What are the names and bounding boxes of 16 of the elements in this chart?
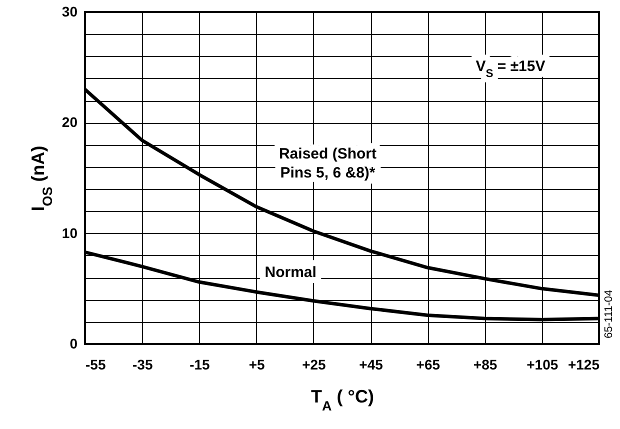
x-axis-title: T$_{A}$ ( °C) [311, 386, 374, 413]
x-tick-label: -35 [132, 356, 153, 372]
y-tick-label: 30 [62, 4, 78, 20]
x-tick-label: +105 [526, 356, 558, 372]
y-tick-label: 20 [62, 114, 78, 130]
y-tick-label: 0 [70, 336, 78, 352]
x-tick-label: -15 [190, 356, 210, 372]
x-tick-label: +25 [302, 356, 326, 372]
x-tick-label: +65 [416, 356, 440, 372]
x-tick-label: +85 [473, 356, 498, 372]
x-tick-label: +5 [248, 356, 266, 372]
x-tick-label: +45 [359, 356, 384, 372]
x-tick-label: +125 [568, 356, 600, 372]
x-tick-label: -55 [86, 356, 106, 372]
y-tick-label: 10 [62, 224, 78, 241]
text: 65-111-04 [603, 290, 615, 338]
